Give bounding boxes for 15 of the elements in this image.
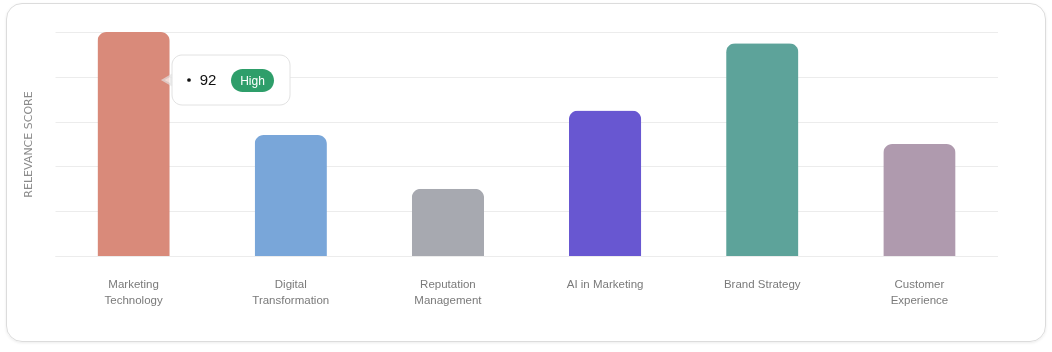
bar: [411, 188, 485, 256]
annotation: High: [240, 73, 265, 88]
bar: [568, 110, 642, 256]
x-tick-label: Brand Strategy: [723, 277, 801, 290]
x-tick-label: Customer Experience: [890, 277, 949, 306]
bar: [883, 144, 956, 256]
bar: [254, 135, 327, 256]
annotation: 92: [199, 71, 217, 88]
x-tick-label: Reputation Management: [414, 277, 483, 306]
y-axis-title: RELEVANCE SCORE: [21, 91, 35, 198]
x-tick-label: AI in Marketing: [566, 277, 644, 290]
x-tick-label: Digital Transformation: [252, 277, 330, 306]
bar: [726, 43, 799, 256]
x-tick-label: Marketing Technology: [104, 277, 163, 306]
bar: [97, 32, 170, 256]
